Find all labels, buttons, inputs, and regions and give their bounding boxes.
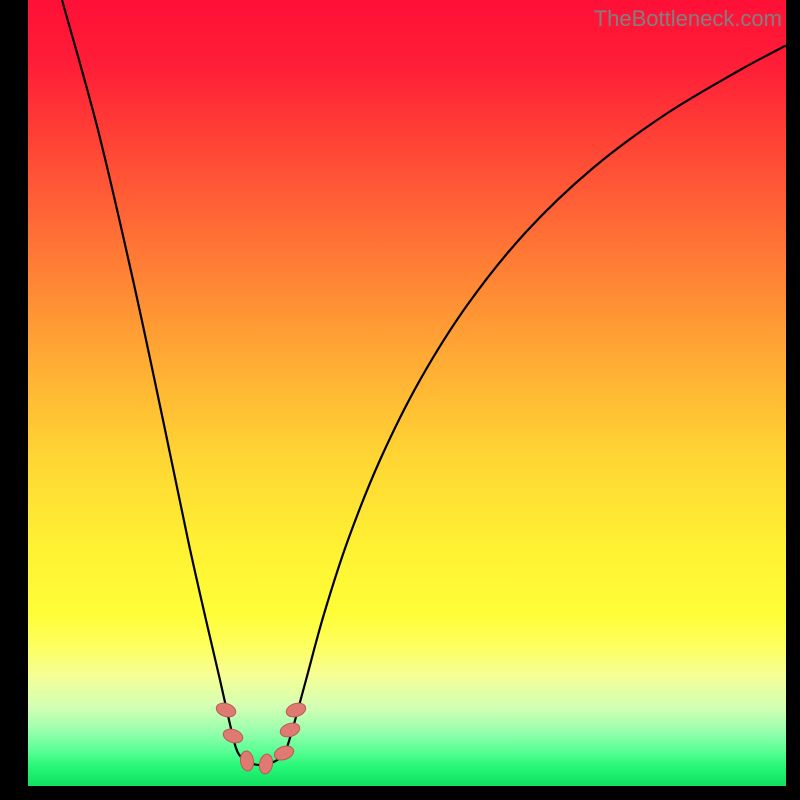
plot-area [28,0,786,786]
chart-svg [28,0,786,786]
gradient-background [28,0,786,786]
watermark-text: TheBottleneck.com [594,6,782,32]
